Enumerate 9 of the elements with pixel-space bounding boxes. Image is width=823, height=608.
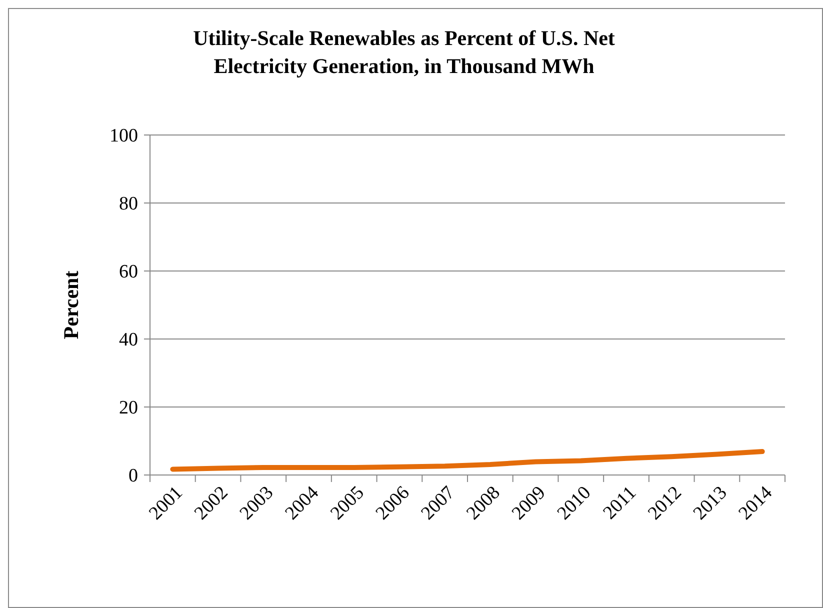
y-tick-label: 100 (110, 126, 138, 147)
y-tick-label: 80 (119, 194, 138, 215)
y-tick-label: 60 (119, 262, 138, 283)
y-tick-label: 0 (128, 466, 138, 487)
y-tick-label: 20 (119, 398, 138, 419)
x-tick-label: 2011 (599, 482, 640, 524)
y-tick-label: 40 (119, 330, 138, 351)
chart-title: Utility-Scale Renewables as Percent of U.S. Net Electricity Generation, in Thousand MWh (193, 26, 615, 78)
y-axis-title: Percent (59, 270, 83, 340)
